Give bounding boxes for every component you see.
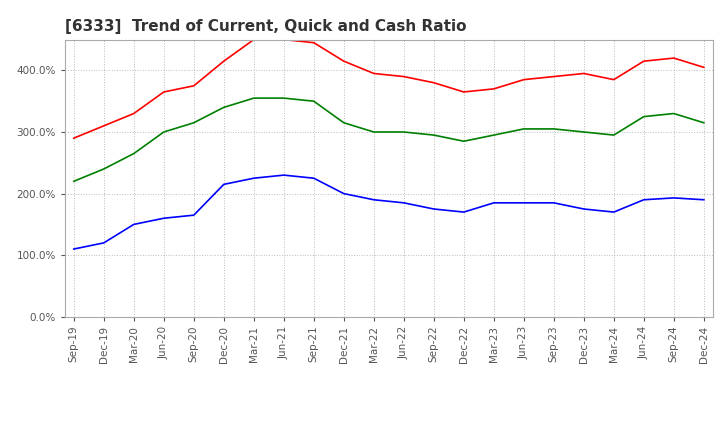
Quick Ratio <box>250 95 258 101</box>
Cash Ratio <box>310 176 318 181</box>
Quick Ratio <box>130 151 138 156</box>
Line: Cash Ratio: Cash Ratio <box>73 175 703 249</box>
Current Ratio <box>699 65 708 70</box>
Quick Ratio <box>369 129 378 135</box>
Current Ratio <box>459 89 468 95</box>
Cash Ratio <box>220 182 228 187</box>
Current Ratio <box>160 89 168 95</box>
Current Ratio <box>490 86 498 92</box>
Cash Ratio <box>189 213 198 218</box>
Quick Ratio <box>639 114 648 119</box>
Current Ratio <box>670 55 678 61</box>
Current Ratio <box>369 71 378 76</box>
Quick Ratio <box>670 111 678 116</box>
Current Ratio <box>340 59 348 64</box>
Current Ratio <box>580 71 588 76</box>
Quick Ratio <box>160 129 168 135</box>
Quick Ratio <box>459 139 468 144</box>
Cash Ratio <box>369 197 378 202</box>
Current Ratio <box>220 59 228 64</box>
Line: Current Ratio: Current Ratio <box>73 40 703 138</box>
Quick Ratio <box>220 105 228 110</box>
Current Ratio <box>400 74 408 79</box>
Cash Ratio <box>670 195 678 201</box>
Cash Ratio <box>160 216 168 221</box>
Quick Ratio <box>279 95 288 101</box>
Cash Ratio <box>400 200 408 205</box>
Current Ratio <box>609 77 618 82</box>
Line: Quick Ratio: Quick Ratio <box>73 98 703 181</box>
Quick Ratio <box>400 129 408 135</box>
Quick Ratio <box>69 179 78 184</box>
Quick Ratio <box>609 132 618 138</box>
Text: [6333]  Trend of Current, Quick and Cash Ratio: [6333] Trend of Current, Quick and Cash … <box>65 19 467 34</box>
Current Ratio <box>189 83 198 88</box>
Current Ratio <box>310 40 318 45</box>
Cash Ratio <box>279 172 288 178</box>
Cash Ratio <box>99 240 108 246</box>
Cash Ratio <box>490 200 498 205</box>
Current Ratio <box>250 37 258 42</box>
Cash Ratio <box>699 197 708 202</box>
Current Ratio <box>69 136 78 141</box>
Quick Ratio <box>580 129 588 135</box>
Current Ratio <box>99 123 108 128</box>
Quick Ratio <box>99 166 108 172</box>
Quick Ratio <box>429 132 438 138</box>
Cash Ratio <box>549 200 558 205</box>
Cash Ratio <box>130 222 138 227</box>
Quick Ratio <box>310 99 318 104</box>
Current Ratio <box>639 59 648 64</box>
Cash Ratio <box>580 206 588 212</box>
Cash Ratio <box>609 209 618 215</box>
Current Ratio <box>130 111 138 116</box>
Quick Ratio <box>340 120 348 125</box>
Current Ratio <box>549 74 558 79</box>
Quick Ratio <box>519 126 528 132</box>
Quick Ratio <box>189 120 198 125</box>
Current Ratio <box>429 80 438 85</box>
Quick Ratio <box>490 132 498 138</box>
Cash Ratio <box>639 197 648 202</box>
Quick Ratio <box>699 120 708 125</box>
Quick Ratio <box>549 126 558 132</box>
Cash Ratio <box>429 206 438 212</box>
Current Ratio <box>279 37 288 42</box>
Cash Ratio <box>250 176 258 181</box>
Cash Ratio <box>69 246 78 252</box>
Cash Ratio <box>519 200 528 205</box>
Cash Ratio <box>459 209 468 215</box>
Current Ratio <box>519 77 528 82</box>
Cash Ratio <box>340 191 348 196</box>
